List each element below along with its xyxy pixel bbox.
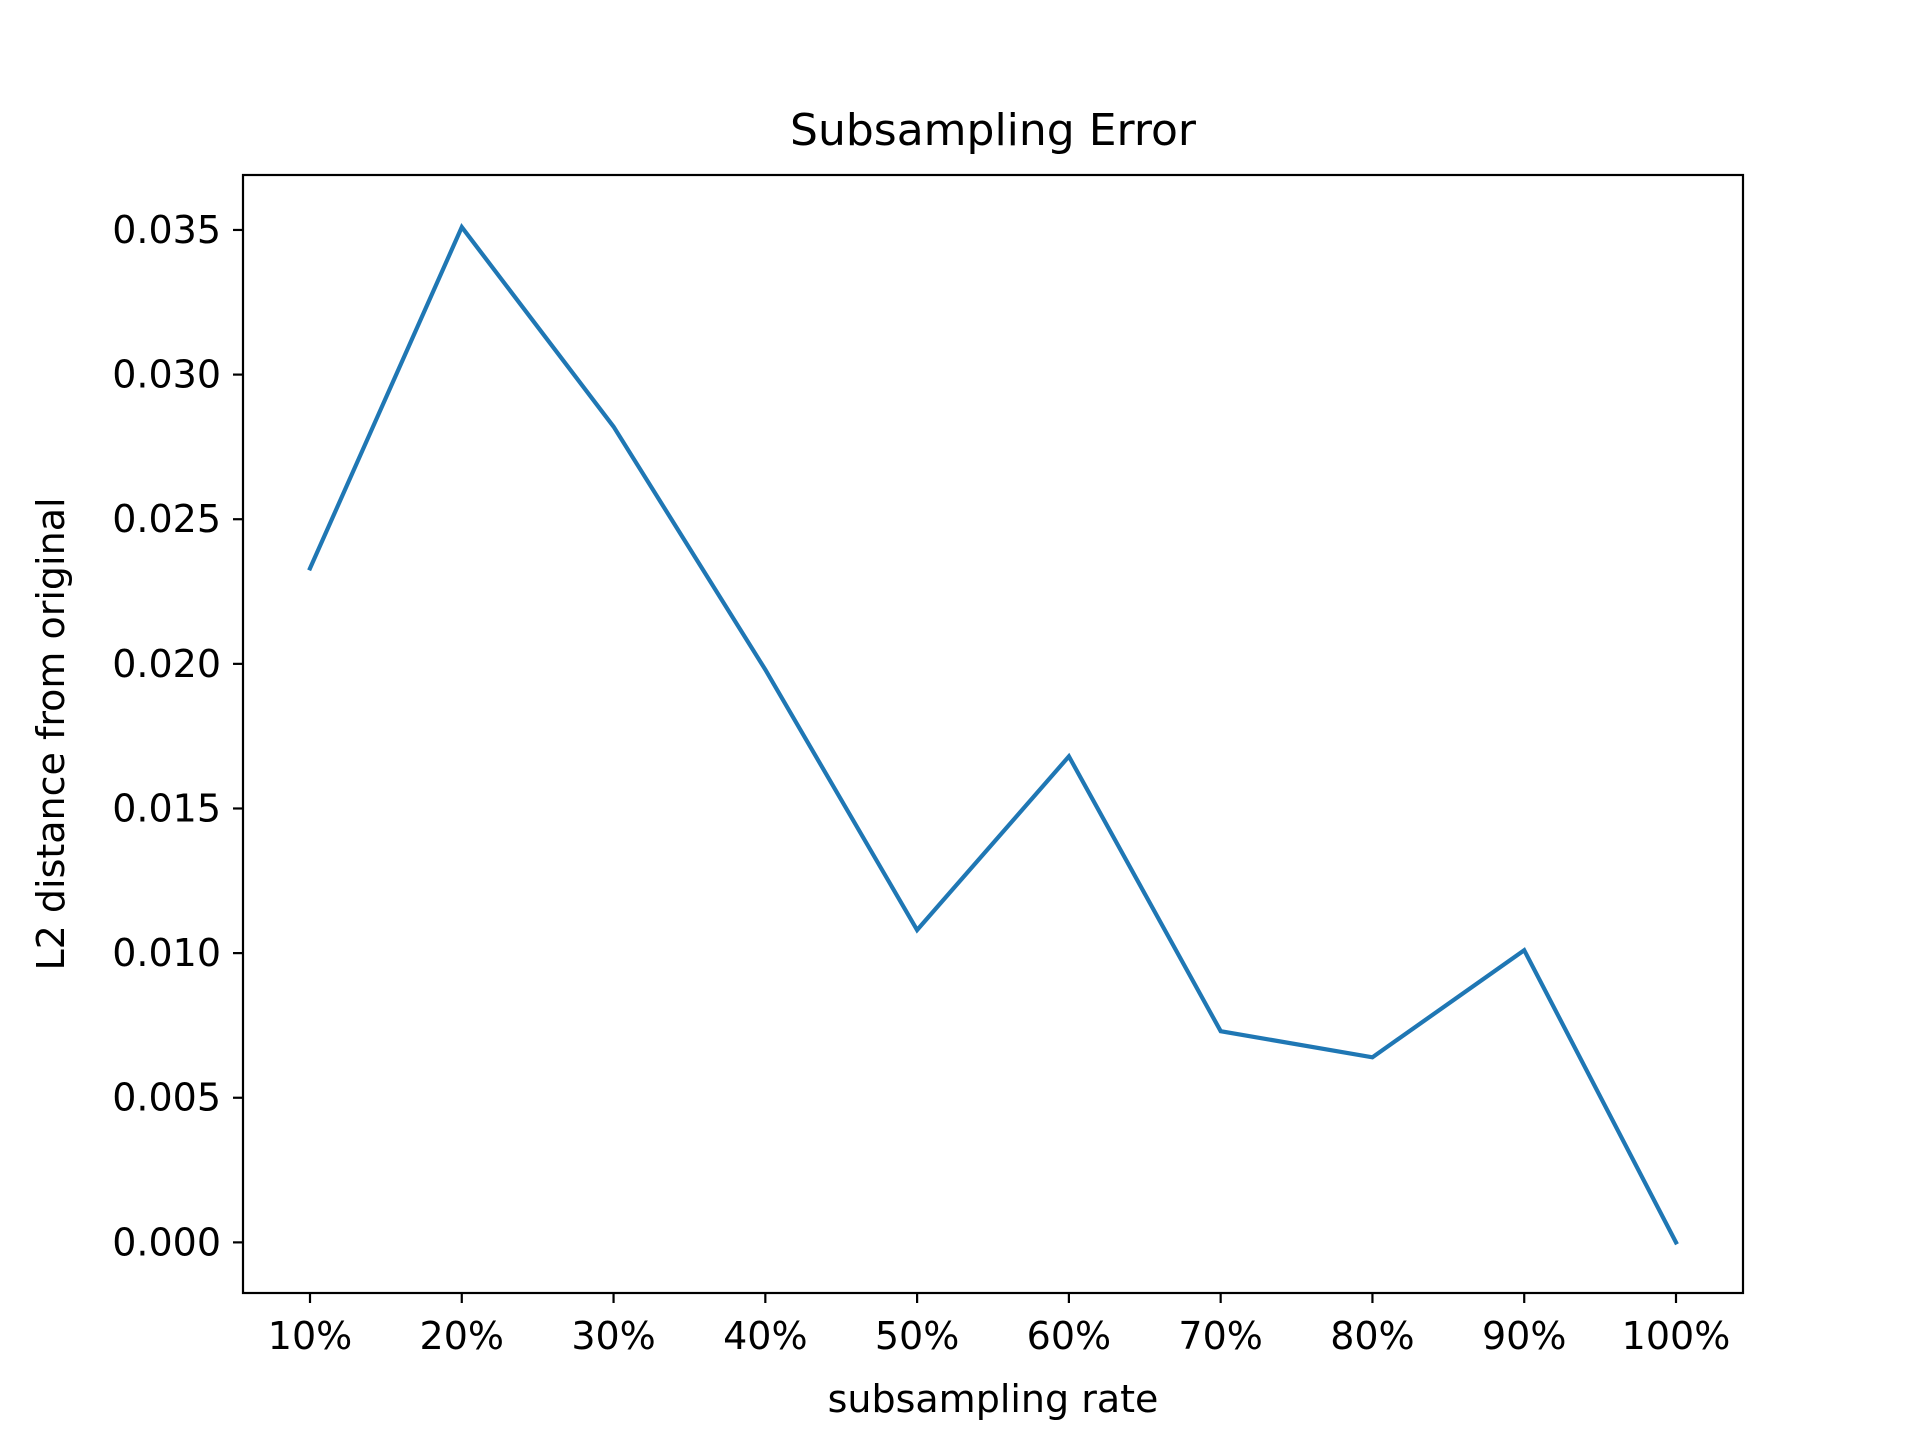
x-tick-label: 80% [1330, 1314, 1414, 1358]
x-tick-label: 40% [723, 1314, 807, 1358]
x-axis-label: subsampling rate [828, 1377, 1159, 1421]
y-axis-label: L2 distance from original [29, 497, 73, 970]
y-tick-label: 0.015 [112, 786, 221, 830]
x-tick-label: 100% [1622, 1314, 1731, 1358]
y-tick-label: 0.010 [112, 931, 221, 975]
x-tick-label: 60% [1027, 1314, 1111, 1358]
y-tick-label: 0.030 [112, 353, 221, 397]
x-tick-label: 10% [268, 1314, 352, 1358]
y-tick-label: 0.020 [112, 642, 221, 686]
x-tick-label: 50% [875, 1314, 959, 1358]
y-tick-label: 0.000 [112, 1220, 221, 1264]
y-tick-label: 0.005 [112, 1076, 221, 1120]
chart-title: Subsampling Error [790, 105, 1197, 156]
x-tick-label: 90% [1482, 1314, 1566, 1358]
y-tick-label: 0.025 [112, 497, 221, 541]
x-tick-label: 20% [420, 1314, 504, 1358]
x-tick-label: 70% [1178, 1314, 1262, 1358]
y-tick-label: 0.035 [112, 208, 221, 252]
x-tick-label: 30% [571, 1314, 655, 1358]
